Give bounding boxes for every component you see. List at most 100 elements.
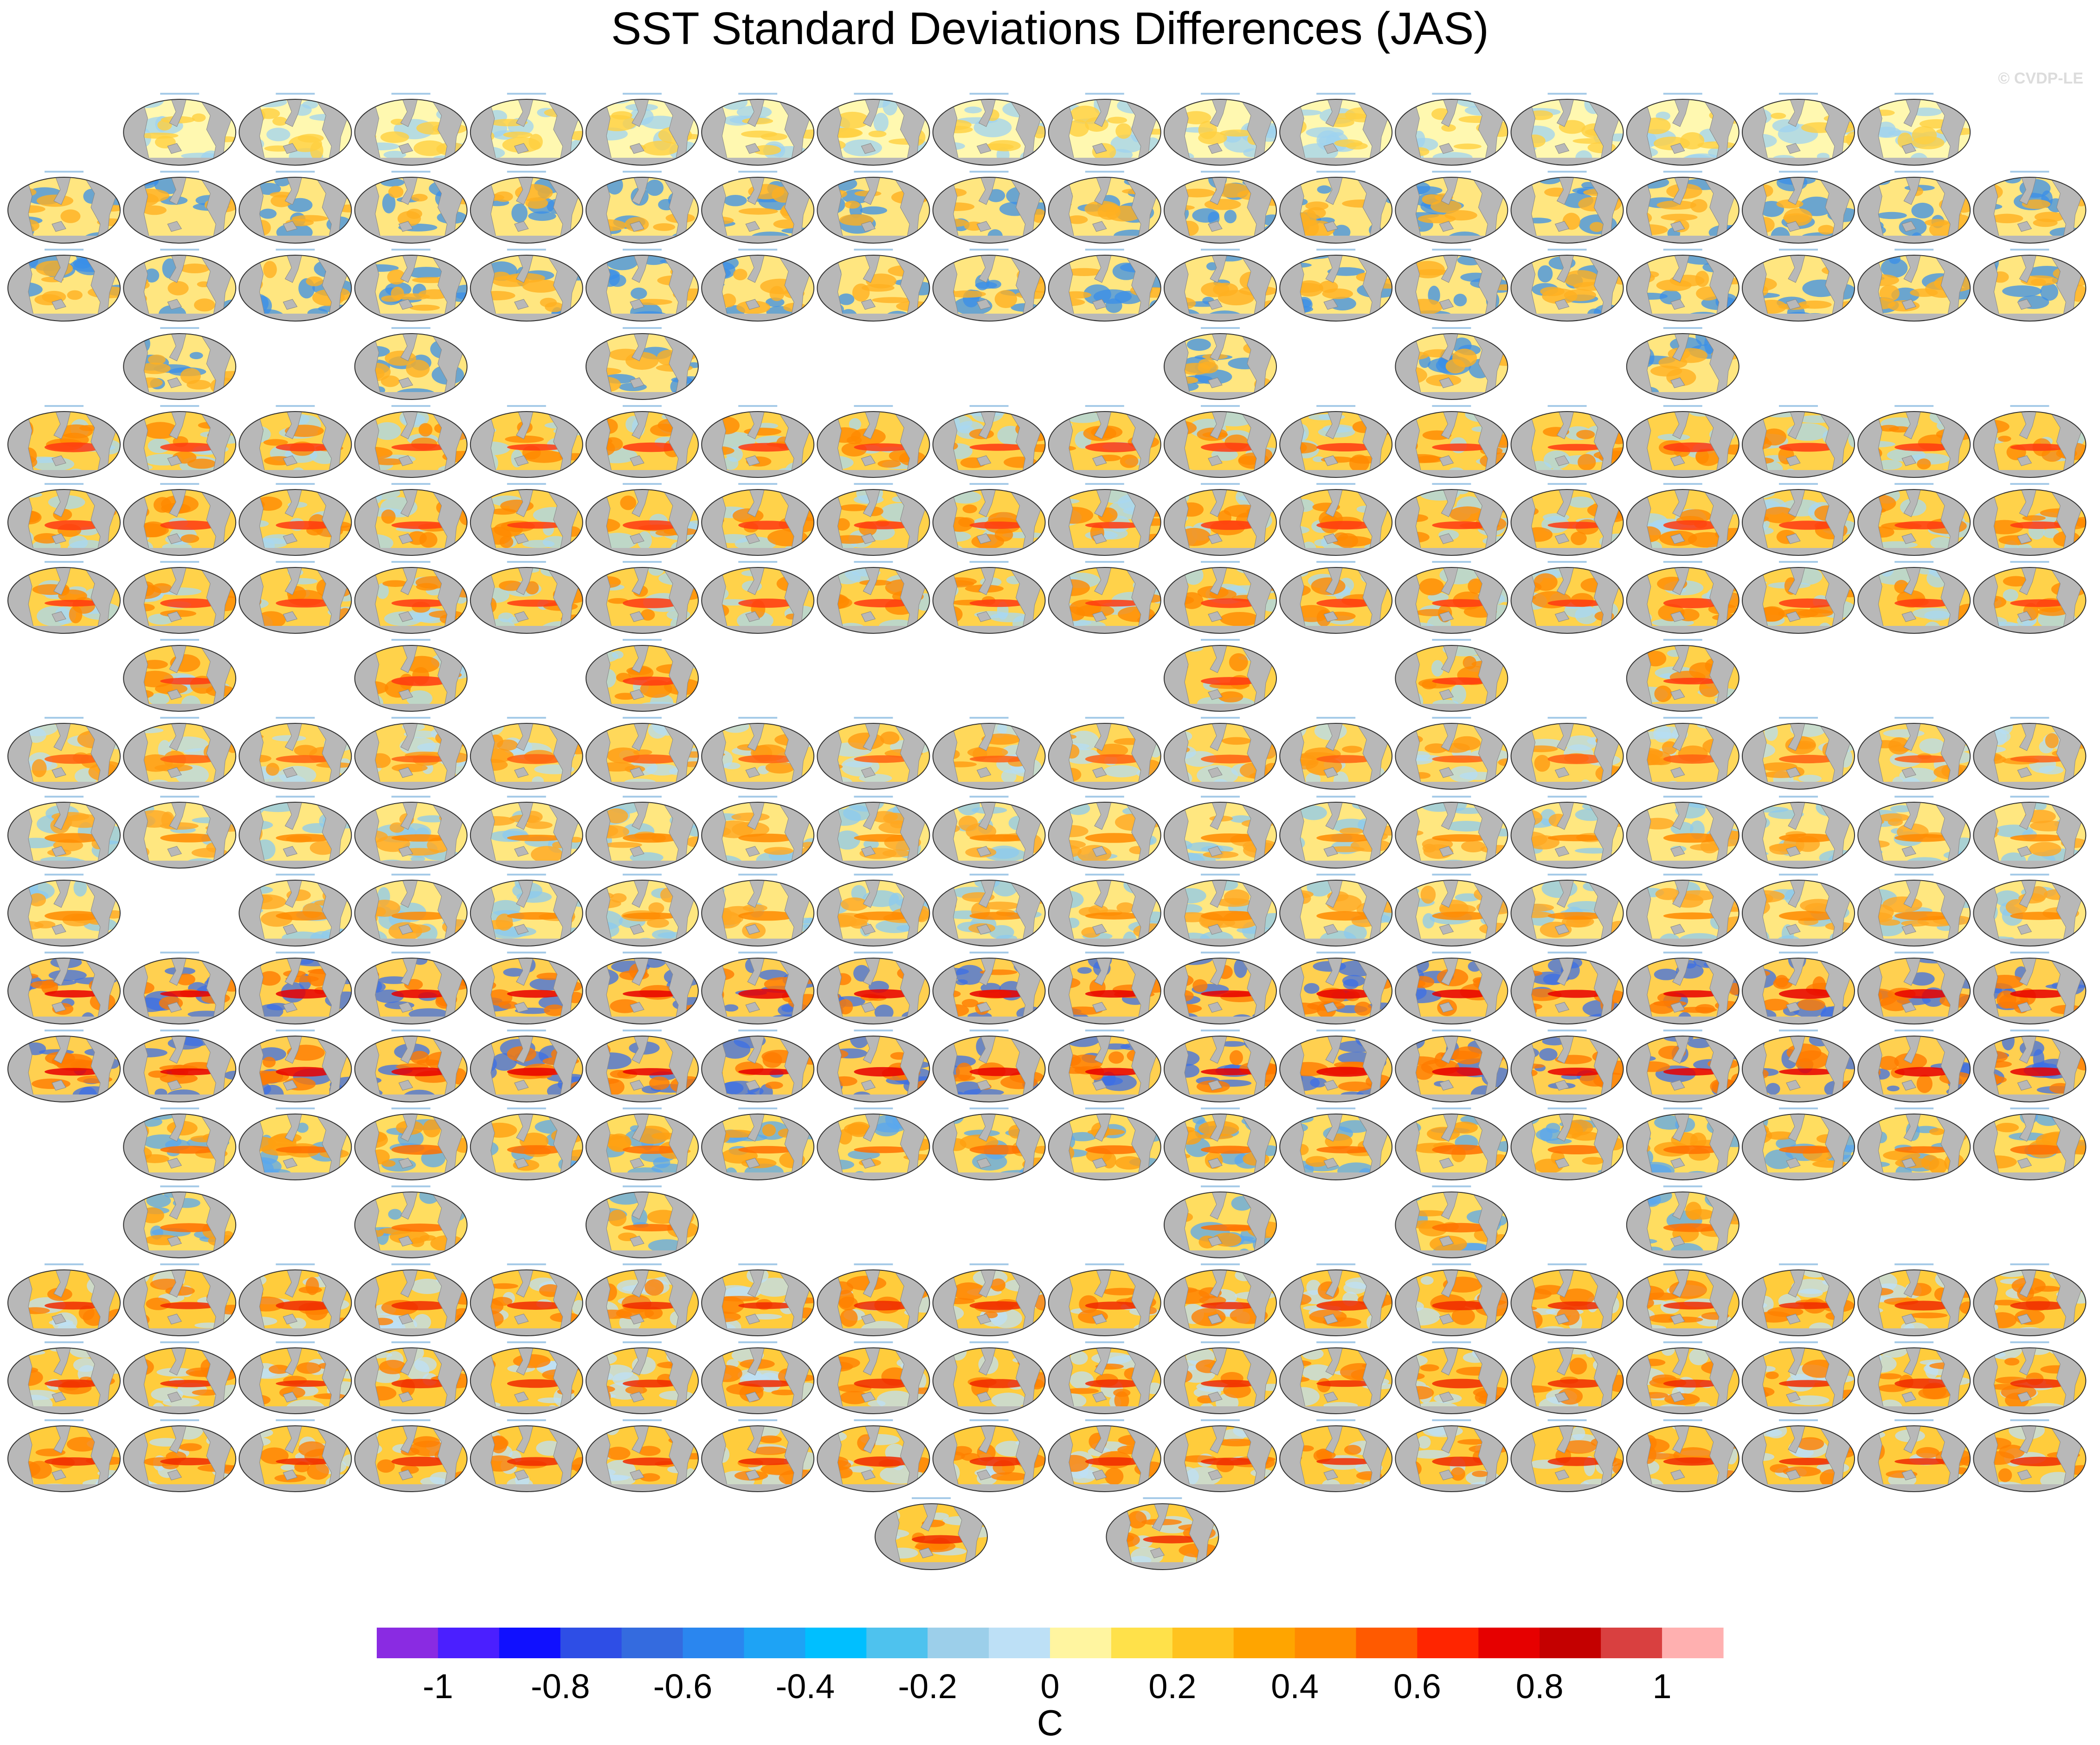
anomaly-patch-negative <box>354 1096 385 1102</box>
map-panel <box>238 249 352 322</box>
antarctica <box>817 236 930 243</box>
land-mass <box>630 299 644 310</box>
panel-caption <box>1432 952 1471 953</box>
panel-caption <box>738 93 778 95</box>
map-panel <box>1973 717 2087 790</box>
map-panel <box>1742 874 1855 947</box>
anomaly-patch-negative <box>723 194 747 206</box>
anomaly-patch-positive <box>1589 222 1604 232</box>
anomaly-patch-negative <box>1858 856 1868 863</box>
panel-caption <box>2010 952 2049 953</box>
panel-caption <box>623 93 662 95</box>
anomaly-patch-positive <box>2029 842 2061 856</box>
anomaly-patch-negative <box>652 929 676 940</box>
anomaly-patch-positive <box>410 1050 429 1064</box>
land-mass <box>516 99 534 127</box>
panel-caption <box>623 952 662 953</box>
anomaly-patch-negative <box>2062 177 2086 187</box>
anomaly-patch-negative <box>919 177 930 184</box>
antarctica <box>239 548 352 555</box>
antarctica <box>1048 1017 1161 1024</box>
anomaly-patch-positive <box>760 133 788 141</box>
map-panel <box>1857 405 1971 478</box>
panel-caption <box>1316 561 1356 563</box>
antarctica <box>1395 861 1508 868</box>
panel-caption <box>507 874 546 876</box>
map-panel <box>1279 717 1393 790</box>
anomaly-patch-negative <box>933 1012 947 1024</box>
map-panel <box>1510 483 1624 556</box>
antarctica <box>123 314 236 321</box>
map-panel <box>1857 171 1971 244</box>
map-panel <box>238 796 352 869</box>
antarctica <box>1511 158 1623 165</box>
anomaly-patch-negative <box>806 233 814 243</box>
anomaly-patch-positive <box>753 145 781 155</box>
antarctica <box>1626 782 1739 789</box>
antarctica <box>1048 314 1161 321</box>
map-panel <box>1973 249 2087 322</box>
map-panel <box>586 405 699 478</box>
land-mass <box>2019 177 2037 205</box>
land-mass <box>1439 221 1454 232</box>
antarctica <box>1511 314 1623 321</box>
anomaly-patch-positive <box>1181 111 1211 125</box>
panel-caption <box>854 952 893 953</box>
map-panel <box>1048 249 1161 322</box>
antarctica <box>123 1017 236 1024</box>
land-mass <box>167 299 182 310</box>
panel-caption <box>1432 405 1471 407</box>
map-panel <box>932 249 1046 322</box>
panel-caption <box>1201 952 1240 953</box>
land-mass <box>1325 177 1343 205</box>
panel-caption <box>969 171 1009 173</box>
land-mass <box>1901 221 1916 232</box>
map-panel <box>586 249 699 322</box>
anomaly-patch-positive <box>568 131 583 141</box>
panel-caption <box>507 171 546 173</box>
anomaly-patch-negative <box>8 537 15 555</box>
anomaly-patch-negative <box>1949 942 1971 946</box>
antarctica <box>1742 314 1855 321</box>
land-mass <box>747 255 765 283</box>
panel-caption <box>276 405 315 407</box>
map-panel <box>123 796 237 869</box>
land-mass <box>167 221 182 232</box>
map-border <box>470 255 583 322</box>
antarctica <box>1742 1017 1855 1024</box>
anomaly-patch-negative <box>1186 338 1211 351</box>
map-panel <box>1279 874 1393 947</box>
map-panel <box>1279 171 1393 244</box>
antarctica <box>354 236 467 243</box>
land-mass <box>1903 99 1921 127</box>
panel-caption <box>1085 93 1124 95</box>
map-border <box>817 255 930 322</box>
antarctica <box>586 470 698 477</box>
anomaly-patch-negative <box>278 766 316 785</box>
anomaly-patch-negative <box>707 158 724 165</box>
map-panel <box>470 874 583 947</box>
anomaly-patch-positive <box>1307 207 1326 219</box>
panel-caption <box>1779 249 1818 251</box>
anomaly-patch-positive <box>32 759 47 778</box>
panel-caption <box>276 561 315 563</box>
anomaly-patch-positive <box>406 360 430 378</box>
anomaly-patch-negative <box>873 112 889 133</box>
map-panel <box>586 874 699 947</box>
map-border <box>586 177 699 244</box>
land-mass <box>1901 143 1916 154</box>
panel-caption <box>1663 796 1702 798</box>
map-panel <box>817 171 930 244</box>
anomaly-patch-positive <box>1342 746 1363 753</box>
panel-caption <box>1894 483 1934 485</box>
antarctica <box>586 939 698 946</box>
antarctica <box>586 861 698 868</box>
panel-caption <box>276 171 315 173</box>
panel-caption <box>507 483 546 485</box>
map-panel <box>817 483 930 556</box>
antarctica <box>1395 158 1508 165</box>
antarctica <box>1626 314 1739 321</box>
antarctica <box>817 782 930 789</box>
anomaly-patch-negative <box>204 317 225 321</box>
panel-caption <box>969 561 1009 563</box>
